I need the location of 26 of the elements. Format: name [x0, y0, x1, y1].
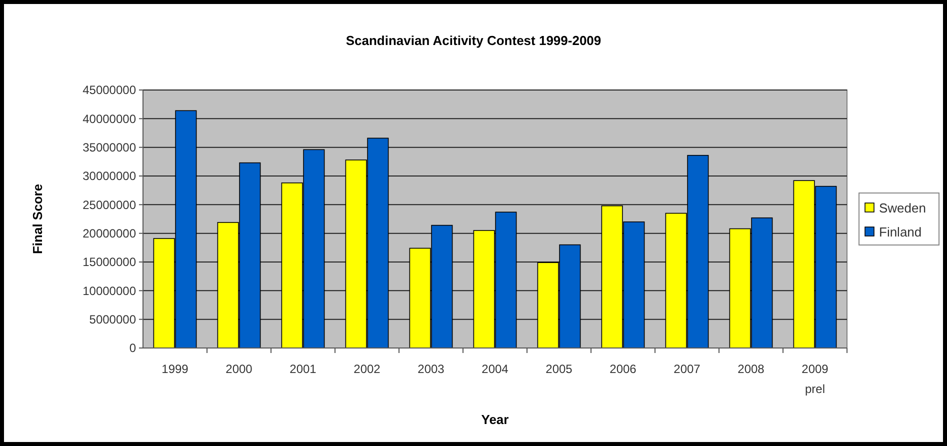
legend-label: Sweden	[879, 200, 926, 216]
y-tick-label: 35000000	[82, 140, 136, 155]
y-tick-label: 15000000	[82, 255, 136, 270]
y-tick-label: 20000000	[82, 226, 136, 241]
y-tick-label: 30000000	[82, 169, 136, 184]
y-tick-label: 0	[129, 341, 136, 356]
x-tick-label: 2003	[418, 362, 445, 376]
x-tick-label: 2008	[738, 362, 765, 376]
x-tick-label: 2005	[546, 362, 573, 376]
chart-title: Scandinavian Acitivity Contest 1999-2009	[346, 33, 602, 48]
x-tick-label: 2007	[674, 362, 701, 376]
x-tick-label: 2006	[610, 362, 637, 376]
y-tick-label: 10000000	[82, 284, 136, 298]
x-tick-label: 2001	[290, 362, 317, 376]
x-axis-title: Year	[481, 412, 509, 427]
y-axis-title: Final Score	[30, 184, 45, 254]
x-tick-label: 2002	[354, 362, 381, 376]
x-tick-label: 1999	[162, 362, 189, 376]
y-tick-label: 25000000	[82, 198, 136, 212]
y-tick-label: 45000000	[82, 83, 136, 98]
y-tick-label: 5000000	[89, 312, 136, 327]
x-tick-label: 2009 prel	[802, 362, 829, 396]
y-tick-label: 40000000	[82, 112, 136, 126]
x-tick-label: 2004	[482, 362, 509, 376]
legend-label: Finland	[879, 224, 922, 240]
x-tick-label: 2000	[226, 362, 253, 376]
